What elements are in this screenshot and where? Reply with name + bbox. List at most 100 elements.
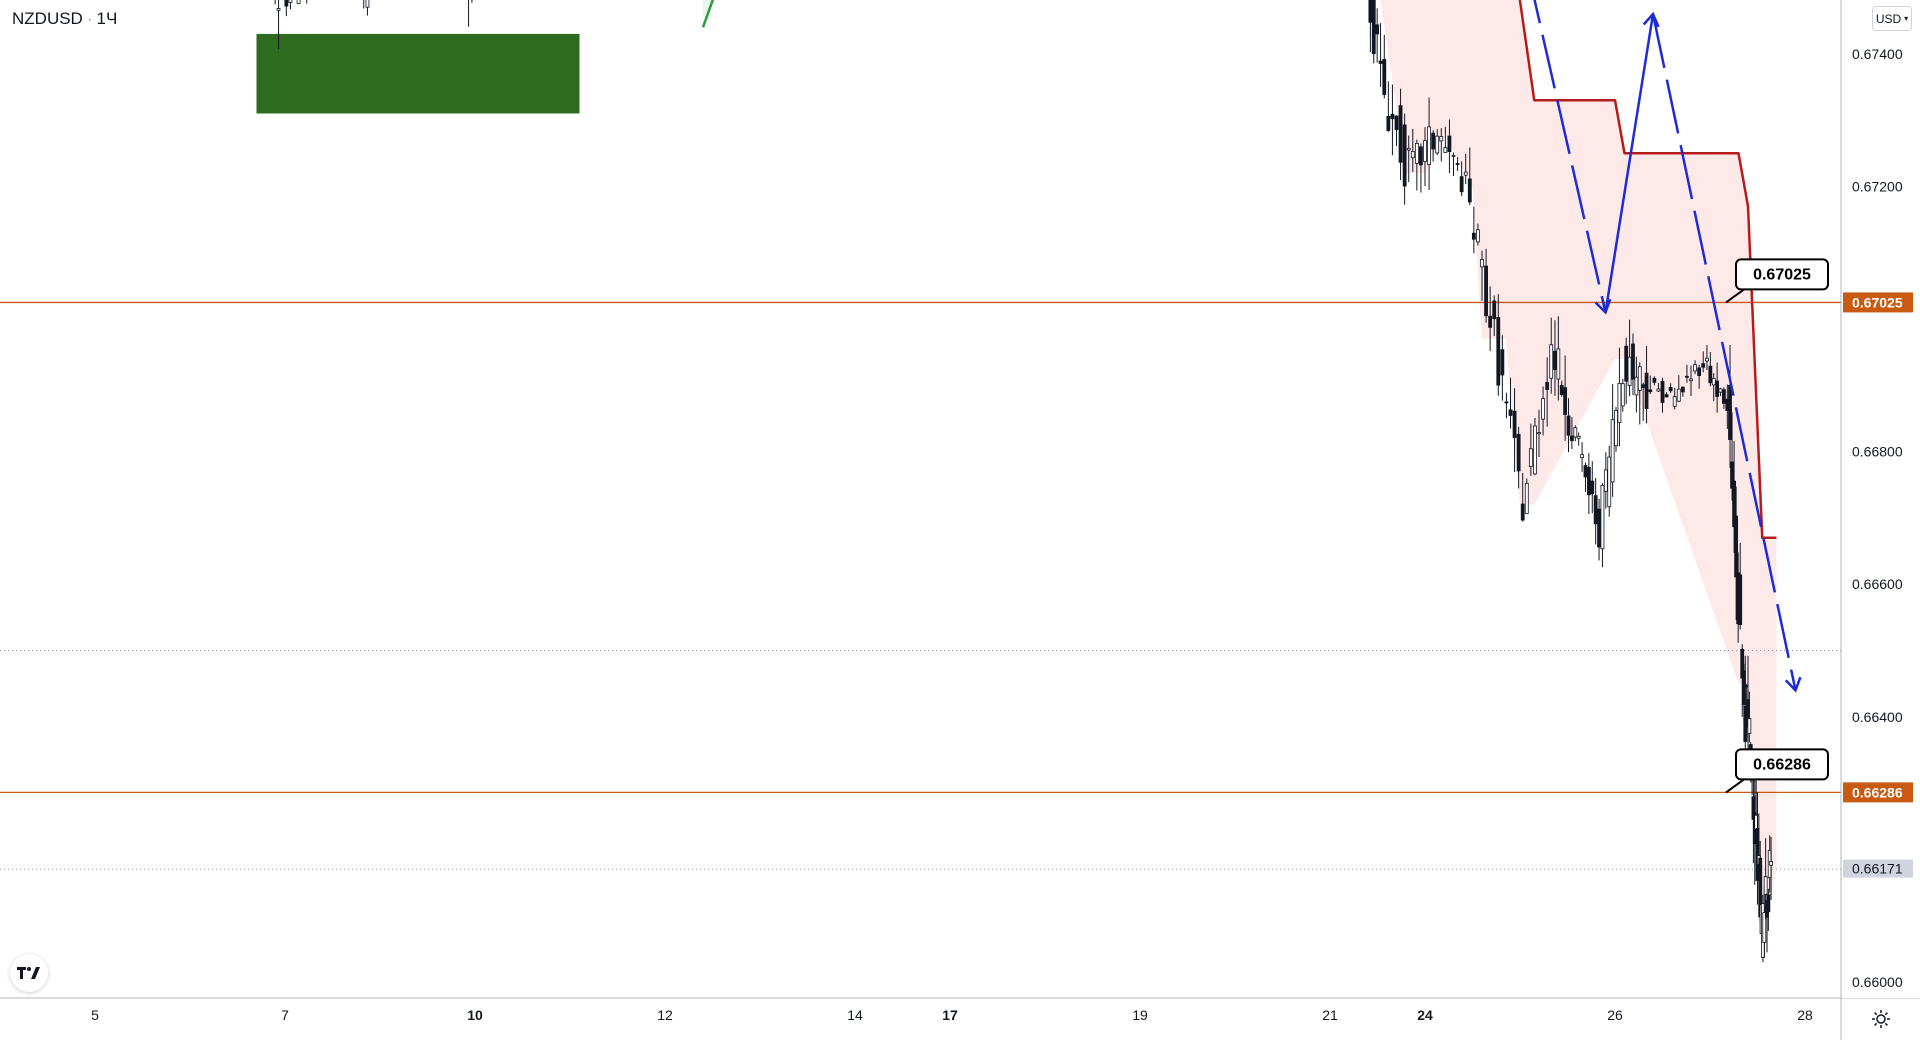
candle-body-448 [1676,388,1681,402]
time-tick-10: 28 [1797,1007,1813,1023]
candle-body-445 [1664,394,1669,398]
price-tag-box-4 [1735,748,1829,781]
projection-arrow-4 [1594,298,1612,315]
level-axis-label-4: 0.66286 [1852,784,1903,800]
candle-body-438 [1637,366,1642,391]
candle-body-432 [1617,382,1622,424]
candle-body-373 [1390,113,1395,120]
candle-body-409 [1537,432,1541,435]
candle-body-451 [1689,378,1693,382]
candle-body-395 [1480,258,1484,268]
time-tick-3: 12 [657,1007,673,1023]
tag-pointer-3 [1725,288,1745,304]
candle-body-398 [1492,300,1497,320]
projection-layer [1533,0,1802,693]
candle-body-430 [1610,419,1615,483]
candle-body-452 [1693,364,1697,372]
time-tick-6: 19 [1132,1007,1148,1023]
candle-body-429 [1607,456,1612,508]
candle-body-464 [1732,480,1736,528]
candle-body-437 [1634,376,1639,396]
time-tick-7: 21 [1322,1007,1338,1023]
time-tick-9: 26 [1607,1007,1623,1023]
price-tick-7: 0.66800 [1852,444,1903,460]
currency-button[interactable]: USD ▾ [1872,6,1912,31]
last-price-badge [1843,859,1913,878]
candle-body-78 [284,0,289,7]
level-axis-label-3: 0.67025 [1852,294,1903,310]
candles-layer [274,0,1773,963]
time-tick-5: 17 [942,1007,958,1023]
price-tick-6: 0.67200 [1852,178,1903,194]
candle-body-422 [1583,465,1588,478]
candle-body-435 [1627,356,1632,386]
candle-body-374 [1394,115,1399,131]
candle-body-420 [1576,435,1581,439]
candle-body-440 [1644,372,1649,409]
candle-body-405 [1520,503,1525,521]
projection-segment-3 [1533,0,1607,313]
candle-body-421 [1580,454,1584,458]
candle-body-377 [1406,147,1411,151]
projection-segment-4 [1604,13,1655,313]
candle-body-379 [1414,142,1419,164]
symbol-name: NZDUSD [12,9,83,28]
candle-body-403 [1512,410,1517,438]
price-tick-5: 0.67400 [1852,46,1903,62]
candle-body-383 [1431,132,1436,150]
chevron-down-icon: ▾ [1904,14,1909,23]
candle-body-439 [1641,384,1646,388]
candle-body-382 [1427,126,1431,165]
candle-body-386 [1443,147,1448,153]
candle-body-389 [1455,163,1460,165]
price-tag-label-4: 0.66286 [1753,756,1811,773]
candle-body-397 [1488,315,1493,328]
candle-body-406 [1524,482,1529,514]
candle-body-371 [1382,59,1387,95]
candle-body-390 [1459,176,1464,193]
candle-body-76 [276,8,281,11]
projection-arrow-6 [1784,676,1802,693]
candle-body-372 [1386,115,1391,131]
candle-body-407 [1528,448,1533,468]
candle-body-414 [1556,348,1561,380]
candle-body-375 [1398,105,1403,163]
candle-body-458 [1715,380,1720,397]
time-tick-2: 10 [467,1007,483,1023]
tradingview-logo[interactable] [10,954,48,992]
tradingview-logo-icon [17,967,40,979]
candle-body-412 [1549,344,1554,379]
candle-body-402 [1508,409,1513,416]
settings-button[interactable] [1868,1006,1894,1032]
candle-body-449 [1680,386,1685,393]
time-tick-4: 14 [847,1007,863,1023]
candle-body-391 [1463,171,1468,176]
candle-body-433 [1620,383,1625,407]
candle-body-425 [1593,495,1598,525]
candle-body-387 [1447,135,1452,153]
candle-body-370 [1378,60,1383,64]
candle-body-442 [1652,377,1657,383]
level-axis-badge-3 [1843,292,1913,313]
candle-body-385 [1439,136,1444,142]
candle-body-381 [1423,140,1427,162]
candle-body-489 [1769,861,1773,866]
candle-body-446 [1668,387,1673,392]
candle-body-413 [1553,350,1557,370]
trails-layer [701,0,1777,540]
candle-body-411 [1545,382,1550,390]
candle-body-431 [1614,409,1618,447]
last-price-label: 0.66171 [1852,861,1903,877]
candle-body-399 [1496,317,1501,386]
demand-zone-1 [256,33,580,114]
candle-body-367 [1368,0,1373,23]
projection-arrow-5 [1642,11,1660,28]
candle-body-417 [1566,415,1571,436]
title-separator: · [86,9,93,28]
symbol-title[interactable]: NZDUSD · 1Ч [12,9,117,29]
candle-body-404 [1516,433,1521,472]
time-axis: 5 7 10 12 14 17 19 21 24 26 28 [91,1007,1813,1023]
candle-body-467 [1738,574,1743,625]
